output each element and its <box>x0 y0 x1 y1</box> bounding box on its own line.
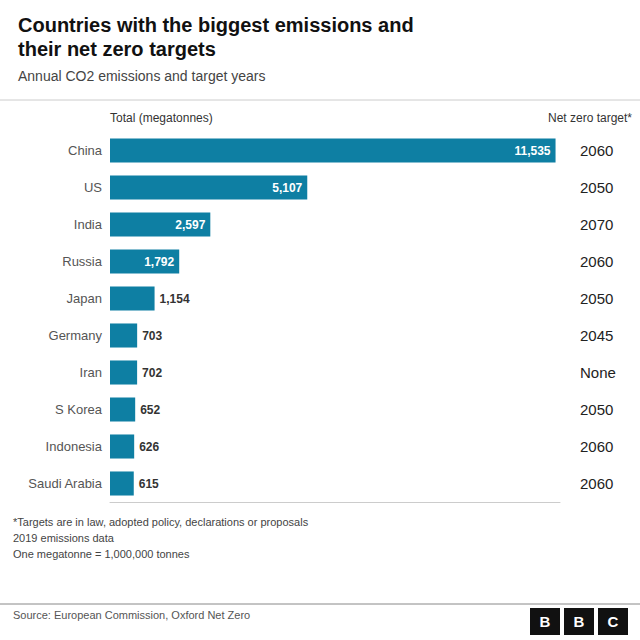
svg-text:2060: 2060 <box>580 142 613 159</box>
svg-text:Russia: Russia <box>62 254 103 269</box>
svg-text:11,535: 11,535 <box>514 144 550 158</box>
svg-text:2070: 2070 <box>580 216 613 233</box>
svg-text:626: 626 <box>139 440 159 454</box>
svg-text:1,154: 1,154 <box>160 292 190 306</box>
svg-text:2019 emissions data: 2019 emissions data <box>13 532 115 544</box>
svg-text:703: 703 <box>142 329 162 343</box>
svg-text:2060: 2060 <box>580 475 613 492</box>
svg-text:Japan: Japan <box>67 291 102 306</box>
svg-text:None: None <box>580 364 616 381</box>
svg-text:2050: 2050 <box>580 290 613 307</box>
svg-text:2060: 2060 <box>580 438 613 455</box>
svg-text:B: B <box>574 613 585 630</box>
svg-text:Saudi Arabia: Saudi Arabia <box>28 476 102 491</box>
svg-text:2050: 2050 <box>580 401 613 418</box>
svg-text:2050: 2050 <box>580 179 613 196</box>
svg-text:Germany: Germany <box>49 328 103 343</box>
svg-text:*Targets are in law, adopted p: *Targets are in law, adopted policy, dec… <box>13 516 309 528</box>
svg-text:B: B <box>540 613 551 630</box>
svg-text:2,597: 2,597 <box>175 218 205 232</box>
svg-text:5,107: 5,107 <box>272 181 302 195</box>
svg-text:US: US <box>84 180 102 195</box>
svg-text:Source: European Commission, O: Source: European Commission, Oxford Net … <box>13 609 250 621</box>
svg-text:C: C <box>608 613 619 630</box>
svg-text:Net zero target*: Net zero target* <box>548 111 632 125</box>
svg-text:Annual CO2 emissions and targe: Annual CO2 emissions and target years <box>18 68 265 84</box>
svg-text:S Korea: S Korea <box>55 402 103 417</box>
svg-text:Indonesia: Indonesia <box>46 439 103 454</box>
svg-text:1,792: 1,792 <box>144 255 174 269</box>
svg-text:2060: 2060 <box>580 253 613 270</box>
svg-text:Total (megatonnes): Total (megatonnes) <box>110 111 213 125</box>
svg-text:China: China <box>68 143 103 158</box>
svg-text:702: 702 <box>142 366 162 380</box>
svg-text:2045: 2045 <box>580 327 613 344</box>
svg-text:their net zero targets: their net zero targets <box>18 38 216 60</box>
svg-text:Iran: Iran <box>80 365 102 380</box>
svg-text:Countries with the biggest emi: Countries with the biggest emissions and <box>18 14 414 36</box>
svg-text:652: 652 <box>140 403 160 417</box>
svg-text:615: 615 <box>139 477 159 491</box>
svg-text:India: India <box>74 217 103 232</box>
svg-text:One megatonne = 1,000,000 tonn: One megatonne = 1,000,000 tonnes <box>13 548 190 560</box>
